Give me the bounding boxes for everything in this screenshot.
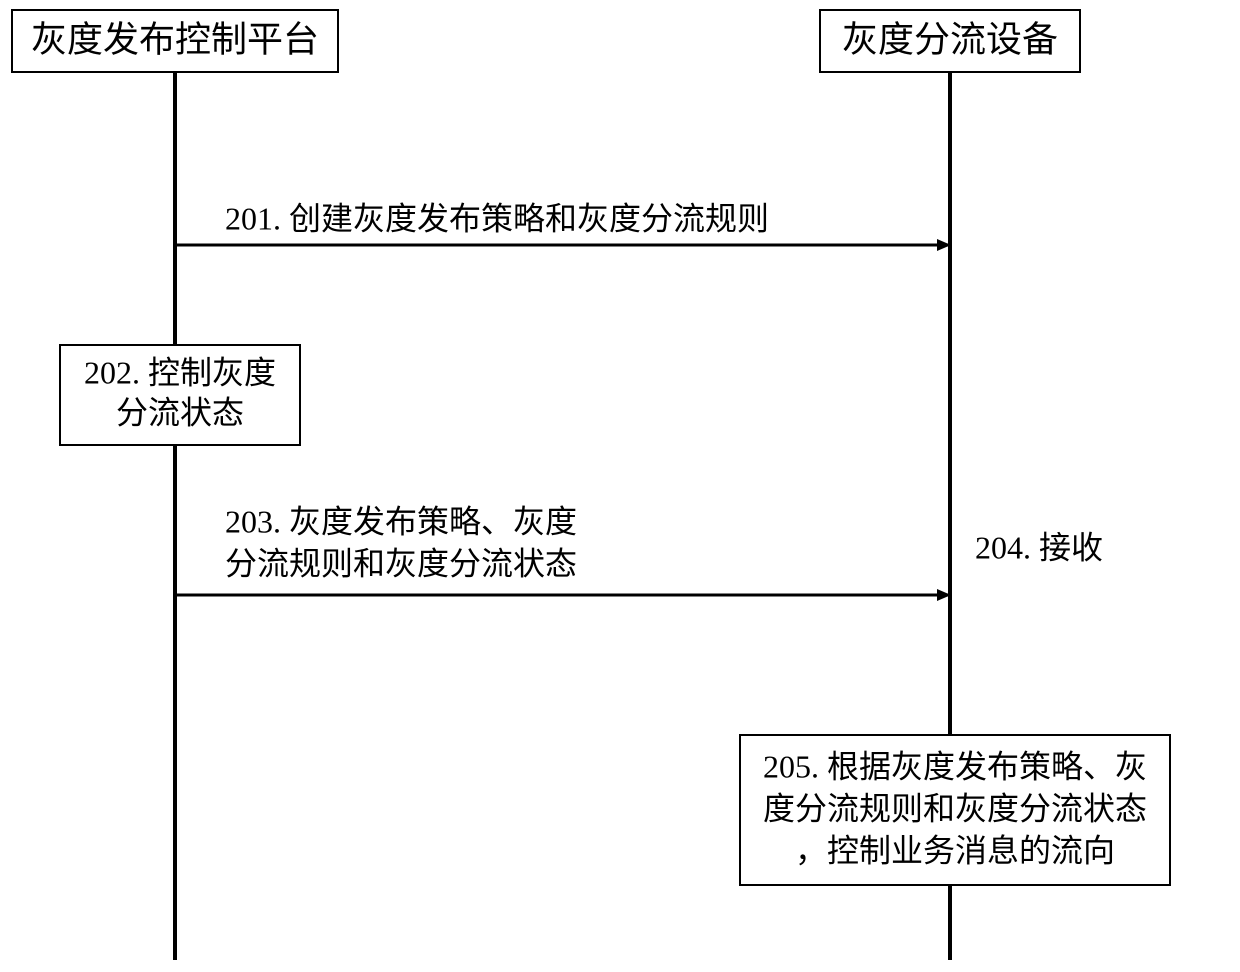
- participant-label-left: 灰度发布控制平台: [31, 19, 319, 59]
- note-205-line2: 度分流规则和灰度分流状态: [763, 790, 1147, 826]
- note-202-line1: 202. 控制灰度: [84, 354, 276, 390]
- note-204-label: 204. 接收: [975, 529, 1103, 565]
- message-203-label-line1: 203. 灰度发布策略、灰度: [225, 503, 577, 539]
- note-205-line1: 205. 根据灰度发布策略、灰: [763, 748, 1147, 784]
- note-202-line2: 分流状态: [116, 394, 244, 430]
- message-201-label: 201. 创建灰度发布策略和灰度分流规则: [225, 200, 769, 236]
- message-203-label-line2: 分流规则和灰度分流状态: [225, 545, 577, 581]
- participant-label-right: 灰度分流设备: [842, 19, 1058, 59]
- note-205-line3: ，控制业务消息的流向: [795, 832, 1115, 868]
